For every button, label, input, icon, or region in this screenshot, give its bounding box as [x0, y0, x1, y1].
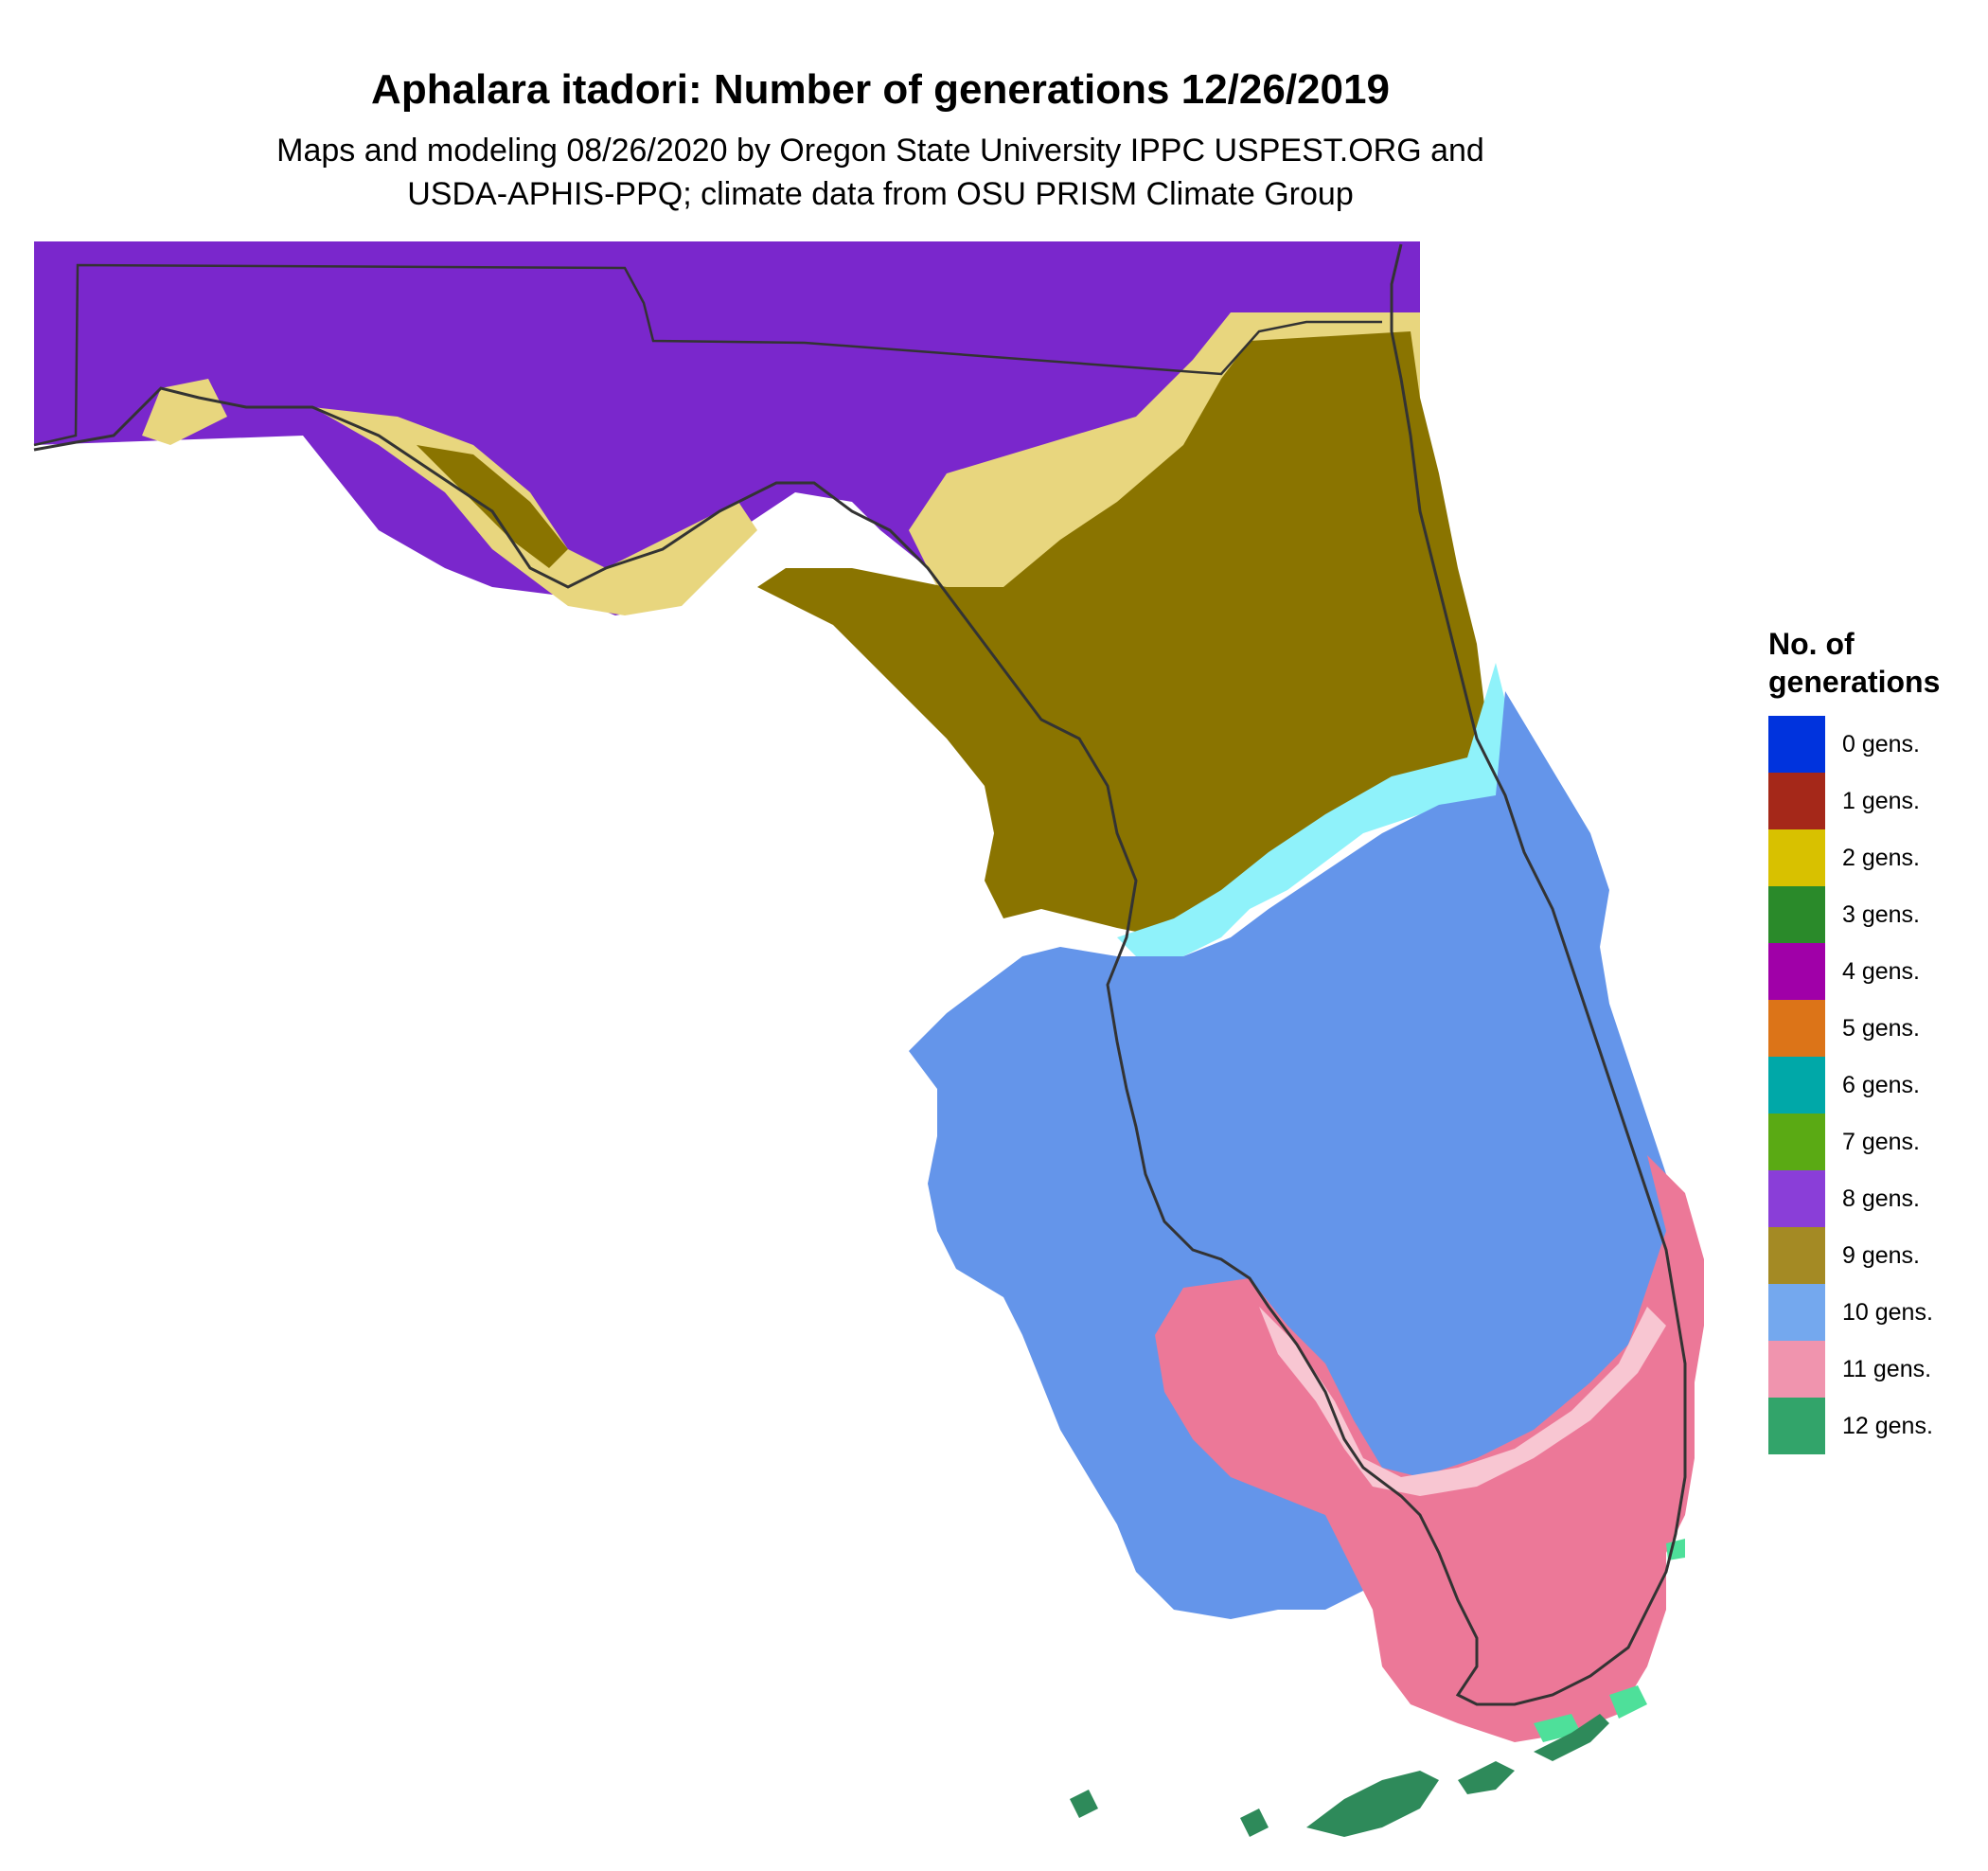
legend-label: 1 gens.	[1842, 787, 1921, 814]
zone-11-gens	[1155, 1155, 1704, 1742]
legend-swatch	[1768, 773, 1825, 829]
florida-outline	[33, 243, 1687, 1706]
legend-label: 9 gens.	[1842, 1241, 1921, 1269]
legend: No. of generations 0 gens. 1 gens. 2 gens.…	[1768, 625, 1986, 1454]
legend-item: 2 gens.	[1768, 829, 1986, 886]
legend-item: 4 gens.	[1768, 943, 1986, 1000]
zone-11-fringe	[1259, 1307, 1666, 1496]
legend-item: 7 gens.	[1768, 1114, 1986, 1170]
legend-label: 3 gens.	[1842, 900, 1921, 928]
state-line	[33, 263, 1382, 447]
legend-swatch	[1768, 1170, 1825, 1227]
legend-item: 5 gens.	[1768, 1000, 1986, 1057]
legend-item: 0 gens.	[1768, 716, 1986, 773]
legend-item: 3 gens.	[1768, 886, 1986, 943]
map-subtitle-line-2: USDA-APHIS-PPQ; climate data from OSU PR…	[407, 176, 1354, 212]
legend-label: 2 gens.	[1842, 844, 1921, 871]
legend-swatch	[1768, 1000, 1825, 1057]
legend-label: 12 gens.	[1842, 1412, 1933, 1439]
legend-swatch	[1768, 1284, 1825, 1341]
legend-item: 11 gens.	[1768, 1341, 1986, 1398]
legend-swatch	[1768, 829, 1825, 886]
legend-title-line-2: generations	[1768, 665, 1941, 699]
legend-item: 9 gens.	[1768, 1227, 1986, 1284]
legend-title: No. of generations	[1768, 625, 1986, 701]
legend-label: 5 gens.	[1842, 1014, 1921, 1042]
map-title: Aphalara itadori: Number of generations …	[371, 66, 1390, 113]
legend-item: 1 gens.	[1768, 773, 1986, 829]
legend-label: 4 gens.	[1842, 957, 1921, 985]
legend-swatch	[1768, 1057, 1825, 1114]
legend-item: 10 gens.	[1768, 1284, 1986, 1341]
legend-swatch	[1768, 1398, 1825, 1454]
legend-item: 12 gens.	[1768, 1398, 1986, 1454]
legend-swatch	[1768, 886, 1825, 943]
legend-swatch	[1768, 1227, 1825, 1284]
florida-generations-map	[33, 241, 1704, 1837]
map-subtitle-line-1: Maps and modeling 08/26/2020 by Oregon S…	[276, 133, 1484, 169]
zone-9-gens	[417, 331, 1496, 937]
legend-swatch	[1768, 943, 1825, 1000]
legend-swatch	[1768, 716, 1825, 773]
legend-label: 6 gens.	[1842, 1071, 1921, 1098]
legend-items: 0 gens. 1 gens. 2 gens. 3 gens. 4 gens. 5 gen…	[1768, 716, 1986, 1454]
legend-label: 10 gens.	[1842, 1298, 1933, 1326]
zone-10-gens	[909, 691, 1685, 1619]
legend-label: 0 gens.	[1842, 730, 1921, 757]
zone-12-gens	[1070, 1714, 1609, 1837]
legend-swatch	[1768, 1114, 1825, 1170]
legend-swatch	[1768, 1341, 1825, 1398]
legend-label: 7 gens.	[1842, 1128, 1921, 1155]
legend-title-line-1: No. of	[1768, 627, 1855, 661]
legend-label: 11 gens.	[1842, 1355, 1932, 1382]
legend-label: 8 gens.	[1842, 1185, 1921, 1212]
legend-item: 8 gens.	[1768, 1170, 1986, 1227]
legend-item: 6 gens.	[1768, 1057, 1986, 1114]
